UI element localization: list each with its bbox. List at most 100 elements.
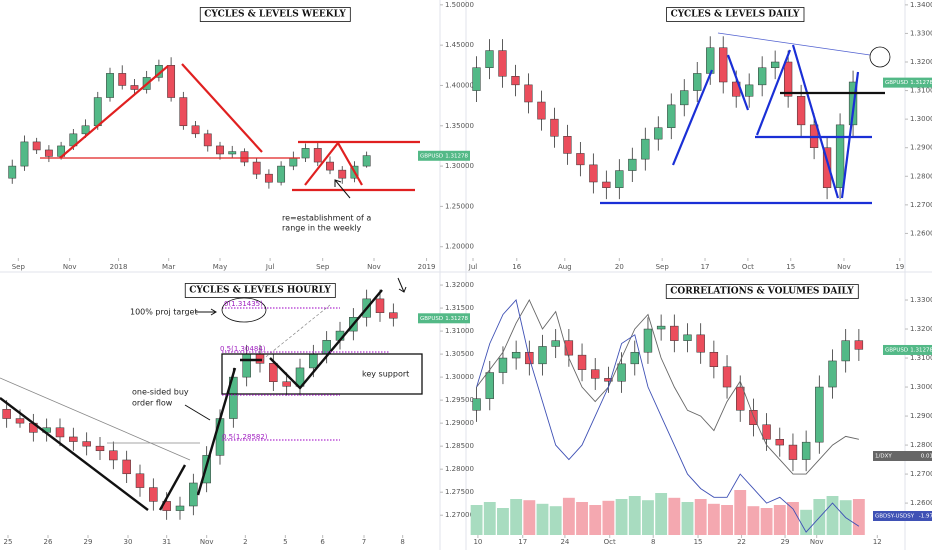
candle-body bbox=[564, 340, 574, 356]
y-tick-label: 1.34000 bbox=[910, 1, 932, 9]
candle-body bbox=[670, 325, 679, 341]
candle-body bbox=[95, 445, 105, 452]
x-tick-label: 20 bbox=[615, 263, 624, 271]
candle-body bbox=[654, 127, 663, 140]
candle-body bbox=[706, 47, 715, 74]
y-tick-label: 1.31500 bbox=[445, 304, 474, 312]
x-tick-label: Mar bbox=[162, 263, 175, 271]
candle-body bbox=[375, 298, 385, 313]
candle-body bbox=[282, 381, 291, 387]
chart-title: CYCLES & LEVELS WEEKLY bbox=[204, 10, 346, 20]
candle-body bbox=[472, 67, 481, 91]
candle-body bbox=[709, 351, 719, 367]
candle-body bbox=[81, 125, 90, 135]
x-tick-label: Nov bbox=[367, 263, 381, 271]
candle-body bbox=[680, 90, 689, 106]
candle-body bbox=[69, 436, 78, 442]
candle-body bbox=[175, 505, 185, 511]
candle-body bbox=[602, 181, 611, 188]
y-tick-label: 1.30000 bbox=[910, 115, 932, 123]
y-tick-label: 1.29000 bbox=[910, 412, 932, 420]
volume-bar bbox=[668, 497, 681, 535]
volume-bar bbox=[523, 500, 536, 535]
candle-body bbox=[693, 73, 702, 91]
y-tick-label: 1.50000 bbox=[445, 1, 474, 9]
candle-body bbox=[8, 165, 17, 179]
candle-body bbox=[242, 353, 251, 378]
candle-body bbox=[362, 155, 371, 167]
x-tick-label: Nov bbox=[63, 263, 77, 271]
y-tick-label: 1.29000 bbox=[445, 419, 474, 427]
candle-body bbox=[550, 118, 559, 137]
candle-body bbox=[32, 141, 41, 151]
x-tick-label: Nov bbox=[200, 538, 214, 546]
candle-body bbox=[591, 369, 600, 379]
candle-body bbox=[775, 439, 784, 446]
annotation: order flow bbox=[132, 399, 173, 408]
x-tick-label: 29 bbox=[84, 538, 93, 546]
candle-body bbox=[630, 351, 639, 365]
candle-body bbox=[55, 427, 65, 438]
candle-body bbox=[301, 148, 310, 159]
candle-body bbox=[563, 136, 572, 154]
candle-body bbox=[472, 398, 481, 411]
candle-body bbox=[20, 141, 29, 167]
series-tag-name: GBDSY-USDSY bbox=[875, 514, 915, 520]
title-box bbox=[665, 284, 859, 299]
annotation: range in the weekly bbox=[282, 224, 362, 233]
x-tick-label: Jul bbox=[468, 263, 478, 271]
x-tick-label: 22 bbox=[737, 538, 746, 546]
volume-bar bbox=[628, 496, 641, 535]
y-tick-label: 1.35000 bbox=[445, 122, 474, 130]
volume-bar bbox=[576, 502, 588, 535]
price-tag bbox=[883, 77, 932, 88]
x-tick-label: 25 bbox=[4, 538, 13, 546]
candle-body bbox=[135, 473, 145, 488]
volume-bar bbox=[747, 506, 760, 535]
y-tick-label: 1.28000 bbox=[445, 465, 474, 473]
x-tick-label: 16 bbox=[512, 263, 521, 271]
volume-bar bbox=[852, 499, 865, 535]
candle-body bbox=[240, 151, 249, 163]
price-tag-name: GBPUSD bbox=[420, 316, 443, 322]
candle-body bbox=[326, 161, 334, 171]
candle-body bbox=[389, 312, 398, 319]
candle-body bbox=[683, 334, 692, 341]
volume-bar bbox=[681, 502, 694, 535]
annotation: 100% proj target bbox=[130, 308, 198, 317]
y-tick-label: 1.32000 bbox=[445, 281, 474, 289]
y-tick-label: 1.31000 bbox=[910, 354, 932, 362]
volume-bar bbox=[826, 496, 839, 535]
x-tick-label: 6 bbox=[320, 538, 325, 546]
x-tick-label: Jul bbox=[265, 263, 275, 271]
volume-bar bbox=[655, 493, 668, 535]
candle-body bbox=[696, 334, 705, 353]
candle-body bbox=[15, 418, 25, 424]
x-tick-label: Nov bbox=[837, 263, 851, 271]
y-tick-label: 1.32000 bbox=[910, 58, 932, 66]
candle-body bbox=[656, 325, 666, 330]
y-tick-label: 1.31000 bbox=[910, 87, 932, 95]
y-tick-label: 1.29500 bbox=[445, 396, 474, 404]
volume-bar bbox=[562, 497, 575, 535]
y-tick-label: 1.28500 bbox=[445, 442, 474, 450]
candle-body bbox=[338, 169, 347, 179]
candle-body bbox=[736, 386, 745, 411]
overlay-line bbox=[476, 299, 859, 475]
volume-bar bbox=[589, 505, 602, 535]
candle-body bbox=[118, 73, 127, 86]
x-tick-label: 29 bbox=[781, 538, 790, 546]
chart-title: CYCLES & LEVELS DAILY bbox=[671, 10, 800, 20]
price-tag-value: 1.31278 bbox=[445, 153, 468, 159]
candle-body bbox=[149, 487, 158, 502]
x-tick-label: 8 bbox=[400, 538, 404, 546]
candle-body bbox=[264, 173, 273, 183]
candle-body bbox=[93, 97, 102, 127]
candle-body bbox=[604, 378, 613, 382]
candle-body bbox=[835, 124, 845, 188]
candle-body bbox=[551, 340, 560, 347]
volume-bar bbox=[615, 499, 628, 535]
candle-body bbox=[498, 50, 507, 77]
volume-bar bbox=[773, 505, 786, 535]
fib-label: 0(1.31435) bbox=[224, 300, 263, 308]
